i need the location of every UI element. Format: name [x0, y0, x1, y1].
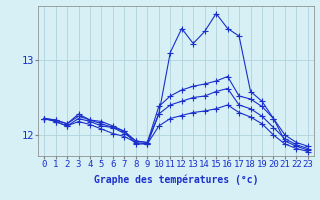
X-axis label: Graphe des températures (°c): Graphe des températures (°c) [94, 175, 258, 185]
